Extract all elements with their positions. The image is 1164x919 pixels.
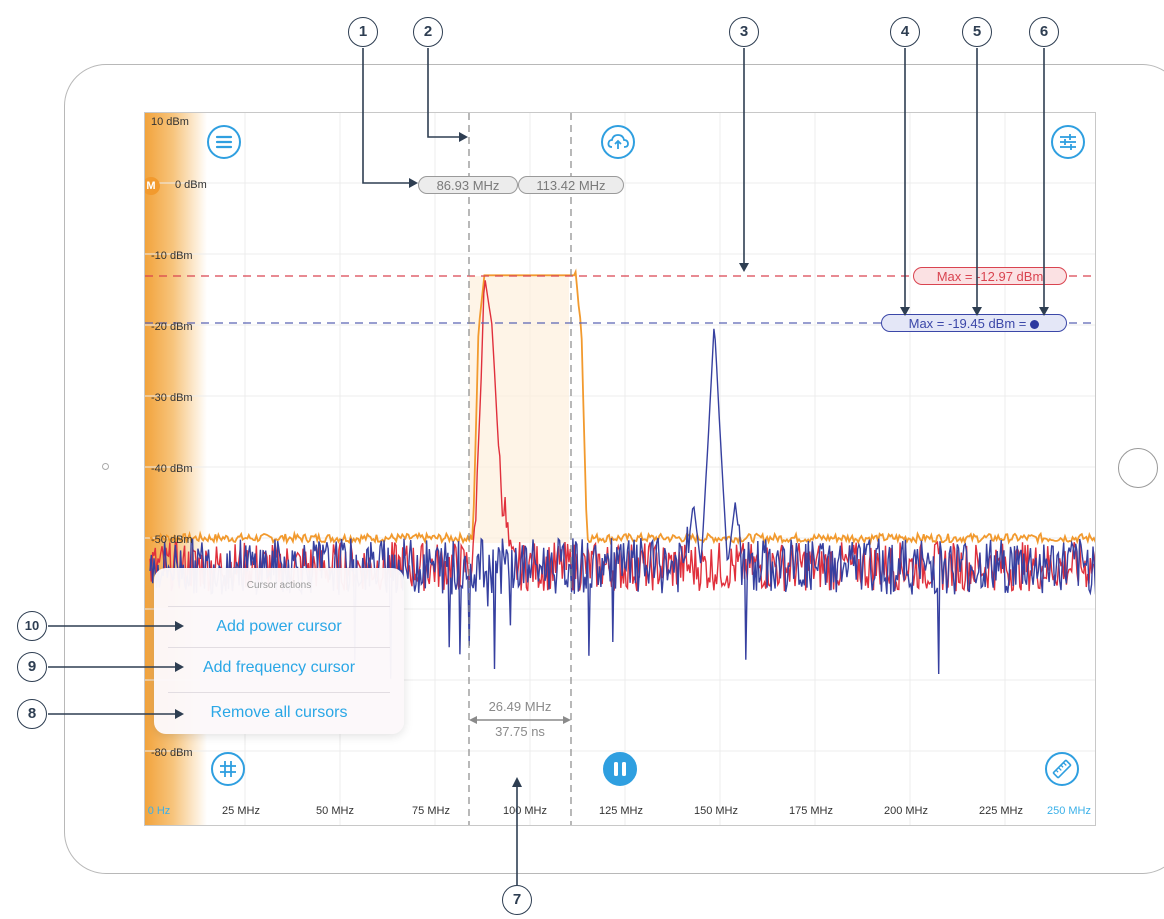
camera [102, 463, 109, 470]
callout-4: 4 [890, 17, 920, 47]
y-label-minus40: -40 dBm [151, 463, 193, 475]
cursor-actions-popup: Cursor actions Add power cursor Add freq… [154, 568, 404, 734]
x-label-0: 0 Hz [147, 805, 171, 817]
left-frequency-cursor-label[interactable]: 86.93 MHz [418, 176, 518, 194]
callout-8: 8 [17, 699, 47, 729]
add-power-cursor-button[interactable]: Add power cursor [168, 606, 390, 647]
x-label-25: 25 MHz [222, 805, 260, 817]
measure-button[interactable] [1045, 752, 1079, 786]
home-button[interactable] [1118, 448, 1158, 488]
x-label-175: 175 MHz [788, 805, 834, 817]
span-arrow-left-head [469, 716, 477, 724]
add-frequency-cursor-button[interactable]: Add frequency cursor [168, 647, 390, 688]
x-label-225: 225 MHz [978, 805, 1024, 817]
cloud-upload-icon [607, 134, 629, 149]
callout-1: 1 [348, 17, 378, 47]
x-label-250: 250 MHz [1046, 805, 1092, 817]
callout-9: 9 [17, 652, 47, 682]
pause-button[interactable] [603, 752, 637, 786]
span-period-label: 37.75 ns [495, 724, 545, 739]
x-label-100: 100 MHz [502, 805, 548, 817]
cursor-actions-title: Cursor actions [246, 580, 312, 591]
x-label-200: 200 MHz [883, 805, 929, 817]
callout-6: 6 [1029, 17, 1059, 47]
y-label-minus30: -30 dBm [151, 392, 193, 404]
span-frequency-label: 26.49 MHz [488, 699, 552, 714]
grid-button[interactable] [211, 752, 245, 786]
callout-10: 10 [17, 611, 47, 641]
orange-trace [149, 268, 1095, 546]
x-label-75: 75 MHz [412, 805, 450, 817]
sliders-icon [1060, 134, 1076, 150]
cursor-drag-handle[interactable] [1030, 320, 1040, 329]
y-label-minus10: -10 dBm [151, 250, 193, 262]
menu-icon [215, 135, 233, 149]
menu-button[interactable] [207, 125, 241, 159]
x-label-125: 125 MHz [598, 805, 644, 817]
y-label-minus80: -80 dBm [151, 747, 193, 759]
span-arrow-right-head [563, 716, 571, 724]
y-label-10: 10 dBm [151, 116, 189, 128]
marker-badge[interactable]: M [145, 177, 160, 195]
remove-all-cursors-button[interactable]: Remove all cursors [168, 692, 390, 733]
callout-2: 2 [413, 17, 443, 47]
pause-icon [614, 762, 626, 776]
y-label-minus20: -20 dBm [151, 321, 193, 333]
channel-band-fill [469, 276, 569, 543]
grid-icon [220, 761, 236, 777]
y-label-minus50: -50 dBm [151, 534, 193, 546]
x-label-150: 150 MHz [693, 805, 739, 817]
settings-button[interactable] [1051, 125, 1085, 159]
x-label-50: 50 MHz [316, 805, 354, 817]
blue-power-cursor-text: Max = -19.45 dBm = [908, 316, 1027, 331]
y-label-0: 0 dBm [175, 179, 207, 191]
callout-5: 5 [962, 17, 992, 47]
callout-3: 3 [729, 17, 759, 47]
red-power-cursor-label[interactable]: Max = -12.97 dBm [913, 267, 1067, 285]
ruler-icon [1052, 759, 1072, 779]
blue-power-cursor-label[interactable]: Max = -19.45 dBm = [881, 314, 1067, 332]
right-frequency-cursor-label[interactable]: 113.42 MHz [518, 176, 624, 194]
cloud-upload-button[interactable] [601, 125, 635, 159]
callout-7: 7 [502, 885, 532, 915]
